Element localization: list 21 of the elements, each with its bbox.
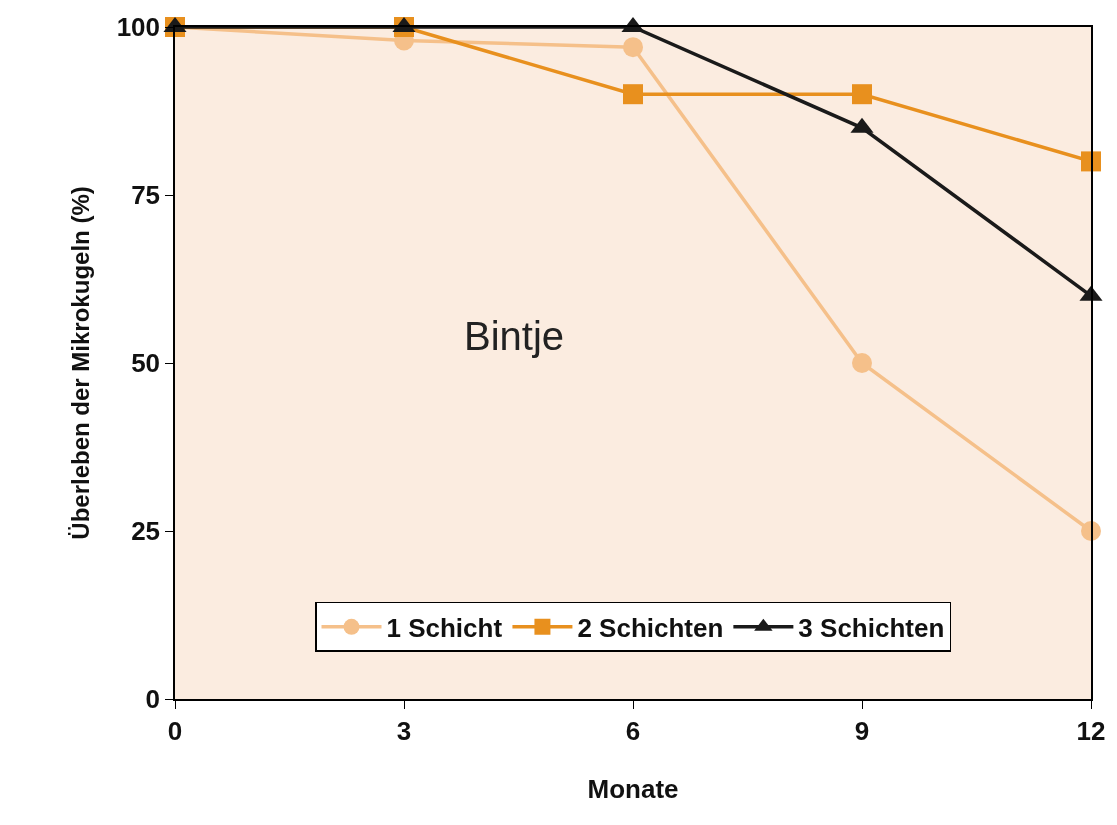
x-axis-title: Monate (587, 774, 679, 805)
point (852, 84, 872, 105)
point (852, 353, 872, 373)
legend-label: 3 Schichten (798, 613, 945, 643)
x-tick-label: 12 (1076, 715, 1106, 746)
y-tick-label: 100 (116, 12, 161, 43)
annotation: Bintje (464, 314, 565, 358)
x-tick-label: 6 (625, 715, 641, 746)
y-axis-title: Überleben der Mikrokugeln (%) (67, 186, 95, 540)
x-tick-label: 3 (396, 715, 412, 746)
point (1081, 151, 1101, 172)
legend-label: 1 Schicht (386, 613, 503, 643)
y-tick-label: 25 (131, 516, 161, 547)
x-tick-label: 9 (854, 715, 870, 746)
point (623, 84, 643, 105)
y-tick-label: 0 (145, 684, 161, 715)
legend-label: 2 Schichten (577, 613, 724, 643)
y-tick-label: 75 (131, 180, 161, 211)
y-tick-label: 50 (131, 348, 161, 379)
point (623, 37, 643, 58)
x-tick-label: 0 (167, 715, 183, 746)
